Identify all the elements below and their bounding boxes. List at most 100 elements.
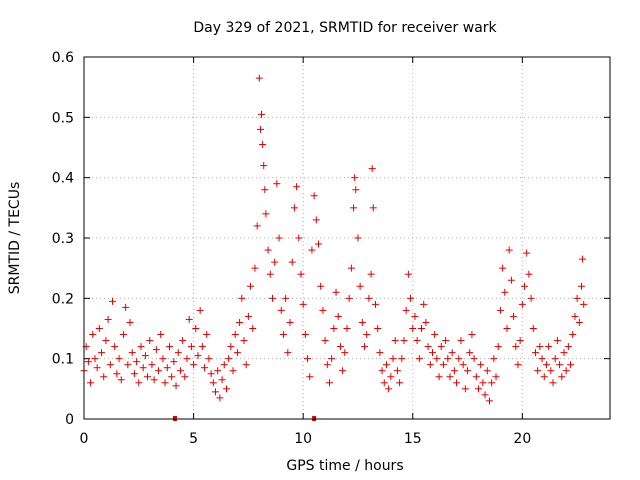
x-tick-label: 0 <box>80 431 89 447</box>
data-point <box>328 355 336 363</box>
data-point <box>258 110 266 118</box>
data-point <box>282 294 290 302</box>
data-point <box>157 331 165 339</box>
data-point <box>133 358 141 366</box>
data-point <box>321 337 329 345</box>
data-point <box>205 355 213 363</box>
chart-title: Day 329 of 2021, SRMTID for receiver war… <box>193 20 497 36</box>
data-point <box>499 264 507 272</box>
data-point <box>332 288 340 296</box>
data-point <box>89 331 97 339</box>
data-point <box>516 337 524 345</box>
data-point <box>312 216 320 224</box>
data-point <box>260 162 268 170</box>
data-point <box>98 349 106 357</box>
data-point <box>163 364 171 372</box>
data-point <box>464 367 472 375</box>
data-point <box>277 306 285 314</box>
data-point <box>418 325 426 332</box>
data-points <box>80 74 588 405</box>
data-point <box>521 282 529 290</box>
data-point <box>385 385 393 393</box>
data-point <box>562 367 570 375</box>
data-point <box>128 349 136 357</box>
data-point <box>542 361 550 369</box>
data-point <box>448 349 456 357</box>
data-point <box>545 343 553 351</box>
data-point <box>553 337 561 345</box>
data-point <box>350 204 358 212</box>
data-point <box>573 294 581 302</box>
data-point <box>108 297 116 305</box>
data-point <box>396 379 404 387</box>
data-point <box>273 180 281 188</box>
data-point <box>536 343 544 351</box>
data-point <box>249 325 257 332</box>
data-point <box>398 355 406 363</box>
data-point <box>433 355 441 363</box>
data-point <box>119 331 127 339</box>
data-point <box>259 140 267 148</box>
data-point <box>531 349 539 357</box>
data-point <box>564 343 572 351</box>
data-point <box>470 355 478 363</box>
data-point <box>367 270 375 278</box>
data-point <box>288 258 296 266</box>
data-point <box>317 282 325 290</box>
data-point <box>196 306 204 314</box>
data-point <box>501 288 509 296</box>
data-point <box>510 312 518 320</box>
data-point <box>247 282 255 290</box>
data-point <box>389 355 397 363</box>
data-point <box>444 355 452 363</box>
data-point <box>435 373 443 381</box>
y-tick-label: 0.3 <box>52 231 74 247</box>
data-point <box>457 337 465 345</box>
data-point <box>261 186 269 194</box>
data-point <box>146 337 154 345</box>
data-point <box>264 246 272 254</box>
data-point <box>111 343 119 351</box>
data-point <box>503 325 511 332</box>
data-point <box>466 349 474 357</box>
data-point <box>477 361 485 369</box>
data-point <box>494 343 502 351</box>
data-point <box>365 294 373 302</box>
data-point <box>352 186 360 194</box>
data-point <box>304 355 312 363</box>
y-axis-ticks: 0 0.1 0.2 0.3 0.4 0.5 0.6 <box>52 50 610 428</box>
data-point <box>334 312 342 320</box>
x-axis-label: GPS time / hours <box>286 458 403 474</box>
data-point <box>512 343 520 351</box>
data-point <box>514 361 522 369</box>
data-point <box>306 373 314 381</box>
data-point <box>488 379 496 387</box>
data-point <box>233 349 241 357</box>
data-point <box>218 376 226 384</box>
data-point <box>420 300 428 308</box>
data-point <box>161 379 169 387</box>
x-tick-label: 15 <box>404 431 422 447</box>
data-point <box>378 367 386 375</box>
data-point <box>126 318 134 326</box>
data-point <box>301 331 309 339</box>
data-point <box>315 240 323 248</box>
data-point <box>93 364 101 372</box>
data-point <box>268 294 276 302</box>
data-point <box>271 258 279 266</box>
data-point <box>453 379 461 387</box>
data-point <box>190 361 198 369</box>
data-point <box>256 125 264 133</box>
data-point <box>137 343 145 351</box>
data-point <box>286 318 294 326</box>
data-point <box>341 349 349 357</box>
data-point <box>442 337 450 345</box>
data-point <box>203 331 211 339</box>
data-point <box>523 249 531 257</box>
data-point <box>150 376 158 384</box>
data-point <box>393 367 401 375</box>
data-point <box>400 337 408 345</box>
data-point <box>139 364 147 372</box>
data-point <box>104 315 112 323</box>
